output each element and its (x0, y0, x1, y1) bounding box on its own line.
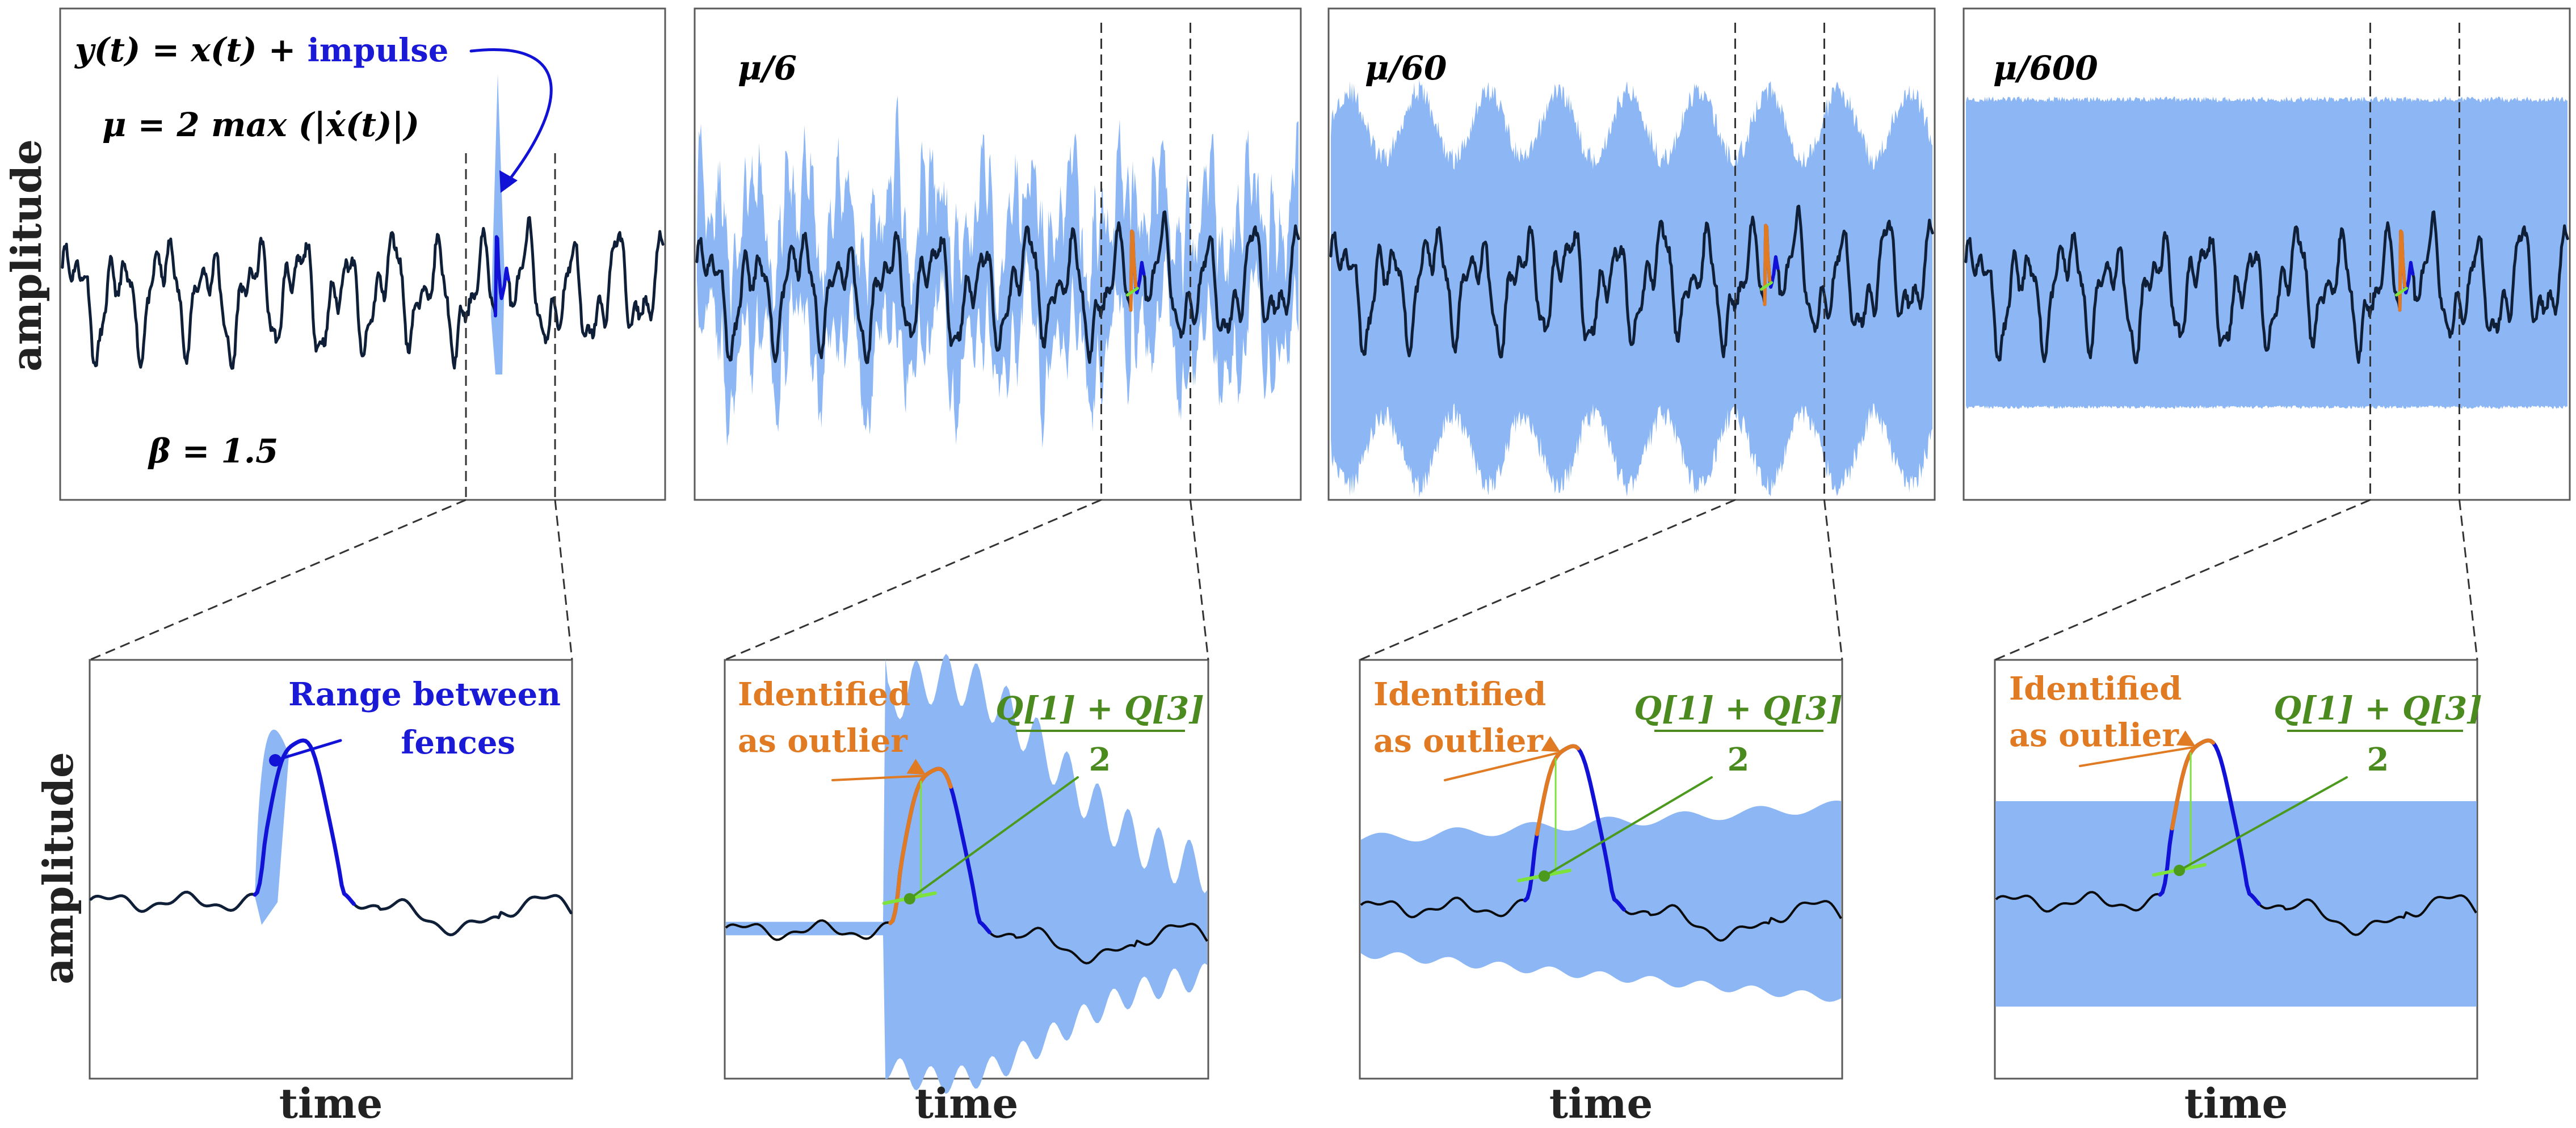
zoom-connector-right (1823, 499, 1843, 660)
median-marker (2394, 287, 2408, 297)
annotations-panel-2: Identified as outlier Q[1] + Q[3] 2 (738, 676, 1204, 778)
panel-label-mu-6: μ/6 (738, 49, 797, 87)
annotations-panel-4: Identified as outlier Q[1] + Q[3] 2 (2009, 670, 2482, 778)
median-marker (1125, 287, 1139, 297)
panel-label-mu-600: μ/600 (1993, 49, 2098, 87)
xlabel-1: time (279, 1079, 383, 1127)
top-ylabel: amplitude (2, 139, 51, 372)
outlier-segment (2170, 738, 2216, 831)
zoom-connector-right (1189, 499, 1209, 660)
zoom-connector-left (1994, 499, 2371, 661)
impulse-pointer-arrow (469, 48, 553, 183)
range-pointer (274, 739, 342, 762)
iqr-fence-band (726, 654, 1207, 1094)
median-pointer (2178, 776, 2348, 872)
outlier-label-line2: as outlier (1373, 722, 1544, 760)
zoom-connector-left (724, 499, 1102, 661)
panel-label-mu-60: μ/60 (1365, 49, 1447, 87)
impulse-line (253, 738, 356, 906)
quartile-denominator: 2 (2367, 741, 2389, 778)
quartile-numerator: Q[1] + Q[3] (1634, 690, 1842, 727)
outlier-segment (1763, 224, 1772, 306)
zoom-connector-right (2458, 499, 2478, 660)
signal-line (61, 216, 665, 370)
equation-label: y(t) = x(t) + impulse (74, 31, 448, 69)
outlier-segment (1129, 229, 1138, 312)
outlier-pointer (2079, 746, 2193, 767)
median-pointer (908, 776, 1079, 900)
iqr-fence-band (697, 96, 1298, 448)
beta-label: β = 1.5 (148, 432, 278, 470)
xlabel-3: time (1549, 1079, 1653, 1127)
outlier-segment (1535, 744, 1581, 836)
iqr-fence-band (1331, 79, 1932, 498)
outlier-arrowhead (906, 759, 926, 775)
median-pointer (1543, 776, 1713, 877)
fence-range-band (255, 729, 289, 925)
impulse-line (494, 235, 510, 318)
top-panel-1 (59, 7, 666, 501)
outlier-label-line1: Identified (2009, 670, 2182, 708)
median-marker (1759, 281, 1773, 291)
quartile-numerator: Q[1] + Q[3] (2274, 690, 2482, 727)
top-panel-3 (1327, 7, 1936, 501)
outlier-label-line2: as outlier (738, 722, 908, 760)
zoom-connectors (89, 499, 2478, 661)
annotations-panel-3: Identified as outlier Q[1] + Q[3] 2 (1373, 676, 1843, 778)
zoom-connector-left (1359, 499, 1736, 661)
bottom-ylabel: amplitude (34, 752, 82, 984)
impulse-pointer-arrowhead (499, 170, 518, 193)
outlier-segment (2398, 229, 2407, 312)
signal-line (695, 210, 1300, 364)
quartile-denominator: 2 (1728, 741, 1750, 778)
bottom-panel-1 (89, 659, 573, 1080)
range-annotation-line2: fences (401, 724, 515, 761)
outlier-pointer (831, 775, 924, 781)
top-panel-4 (1963, 7, 2571, 501)
signal-line (1964, 210, 2569, 364)
outlier-label-line1: Identified (1373, 676, 1546, 713)
outlier-pointer (1444, 752, 1558, 781)
zoom-connector-right (554, 499, 573, 660)
outlier-label-line2: as outlier (2009, 717, 2179, 754)
outlier-label-line1: Identified (738, 676, 910, 713)
outlier-arrowhead (2176, 730, 2196, 747)
xlabel-2: time (915, 1079, 1019, 1127)
range-annotation-line1: Range between (288, 676, 561, 713)
mu-definition: μ = 2 max (|ẋ(t)|) (102, 106, 419, 144)
quartile-numerator: Q[1] + Q[3] (995, 690, 1204, 727)
top-panel-2 (694, 7, 1302, 501)
iqr-fence-band (1361, 801, 1841, 1002)
signal-line (1329, 204, 1934, 359)
iqr-fence-band (1966, 96, 2567, 409)
quartile-denominator: 2 (1089, 741, 1111, 778)
zoom-connector-left (89, 499, 467, 661)
range-pointer-dot (269, 754, 281, 767)
xlabel-4: time (2184, 1079, 2288, 1127)
outlier-arrowhead (1541, 736, 1561, 752)
